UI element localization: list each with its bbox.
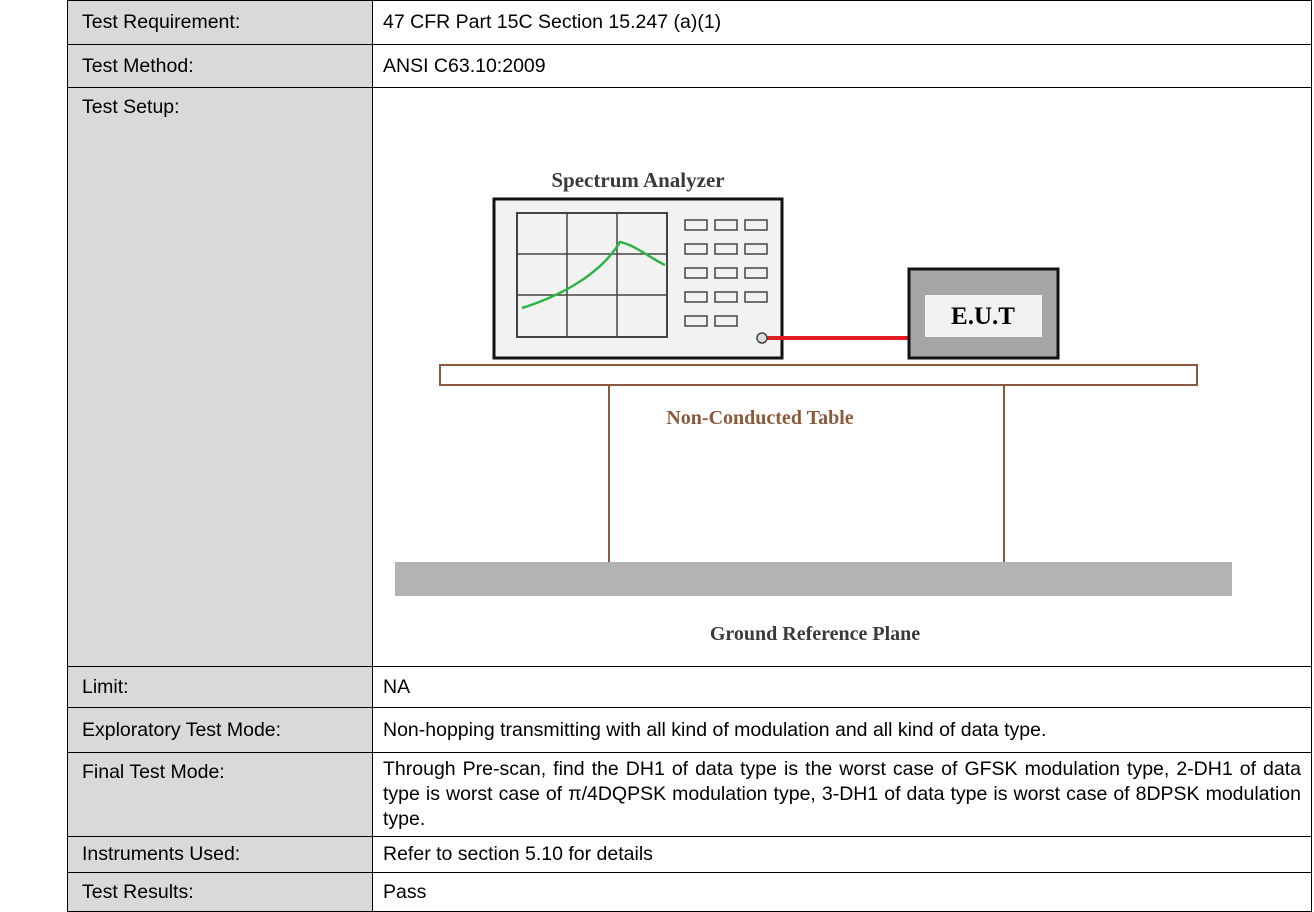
row: Test Requirement: 47 CFR Part 15C Section… [67, 0, 1312, 45]
row: Test Results: Pass [67, 872, 1312, 912]
value: Non-hopping transmitting with all kind o… [372, 707, 1312, 753]
label: Test Requirement: [67, 0, 373, 45]
row: Final Test Mode: Through Pre-scan, find t… [67, 752, 1312, 837]
value: NA [372, 666, 1312, 708]
value: 47 CFR Part 15C Section 15.247 (a)(1) [372, 0, 1312, 45]
label: Limit: [67, 666, 373, 708]
value: Pass [372, 872, 1312, 912]
test-table: Test Requirement: 47 CFR Part 15C Section… [67, 0, 1312, 912]
value: Refer to section 5.10 for details [372, 836, 1312, 873]
value: ANSI C63.10:2009 [372, 44, 1312, 88]
value: Through Pre-scan, find the DH1 of data t… [372, 752, 1312, 837]
label: Exploratory Test Mode: [67, 707, 373, 753]
row: Exploratory Test Mode: Non-hopping transm… [67, 707, 1312, 753]
label: Test Method: [67, 44, 373, 88]
label: Final Test Mode: [67, 752, 373, 837]
row: Limit: NA [67, 666, 1312, 708]
diagram-cell [372, 87, 1312, 667]
row: Test Setup: [67, 87, 1312, 667]
row: Test Method: ANSI C63.10:2009 [67, 44, 1312, 88]
label: Instruments Used: [67, 836, 373, 873]
row: Instruments Used: Refer to section 5.10 f… [67, 836, 1312, 873]
label: Test Results: [67, 872, 373, 912]
label: Test Setup: [67, 87, 373, 667]
